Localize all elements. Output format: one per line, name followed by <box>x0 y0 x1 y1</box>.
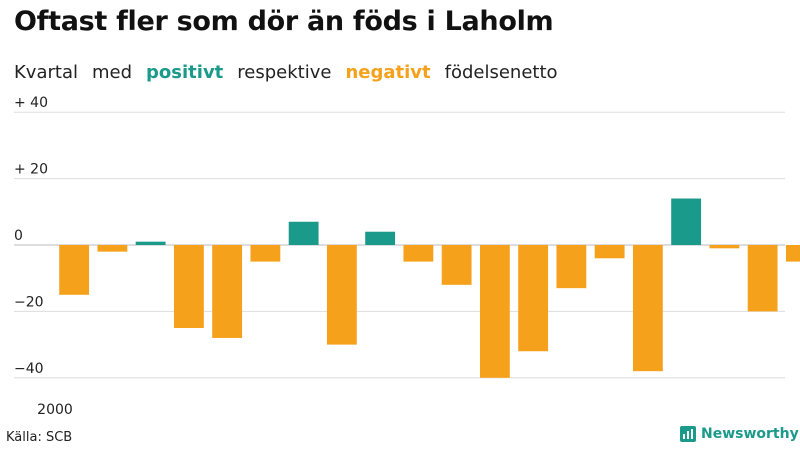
subtitle-word-quarter: Kvartal <box>14 62 78 83</box>
bar-negative <box>173 245 204 328</box>
y-tick-label: + 20 <box>14 162 48 178</box>
bar-negative <box>747 245 778 312</box>
grid-lines <box>14 111 785 379</box>
y-tick-label: −20 <box>14 294 44 310</box>
bar-negative <box>59 245 90 295</box>
brand-name: Newsworthy <box>701 426 799 442</box>
subtitle-word-with: med <box>91 62 133 83</box>
bar-negative <box>212 245 243 338</box>
bars <box>59 198 800 378</box>
bar-negative <box>594 245 625 259</box>
bar-negative <box>326 245 357 345</box>
y-tick-label: 0 <box>14 228 23 244</box>
newsworthy-logo-icon <box>680 426 696 442</box>
bar-negative <box>97 245 128 252</box>
bar-positive <box>135 241 166 245</box>
newsworthy-brand[interactable]: Newsworthy <box>680 426 799 442</box>
subtitle-negative-label: negativt <box>345 62 431 83</box>
bar-positive <box>288 221 319 245</box>
bar-negative <box>518 245 549 352</box>
y-tick-label: + 40 <box>14 95 48 111</box>
bar-negative <box>785 245 800 262</box>
bar-negative <box>556 245 587 289</box>
bar-negative <box>709 245 740 249</box>
y-axis-labels: + 40 + 20 0 −20 −40 <box>14 95 48 377</box>
y-tick-label: −40 <box>14 361 44 377</box>
chart-title: Oftast fler som dör än föds i Laholm <box>14 6 554 37</box>
source-label: Källa: SCB <box>6 430 73 445</box>
x-tick-label: 2000 <box>37 402 73 418</box>
chart-subtitle: Kvartal med positivt respektive negativt föde… <box>14 62 572 83</box>
subtitle-positive-label: positivt <box>146 62 224 83</box>
bar-positive <box>365 231 396 245</box>
bar-negative <box>403 245 434 262</box>
x-axis-labels: 20002005201020152020 <box>37 402 73 418</box>
subtitle-word-respectively: respektive <box>237 62 332 83</box>
subtitle-word-net-births: födelsenetto <box>444 62 558 83</box>
bar-negative <box>441 245 472 285</box>
bar-negative <box>479 245 510 378</box>
bar-positive <box>671 198 702 245</box>
bar-negative <box>632 245 663 372</box>
bar-negative <box>250 245 281 262</box>
